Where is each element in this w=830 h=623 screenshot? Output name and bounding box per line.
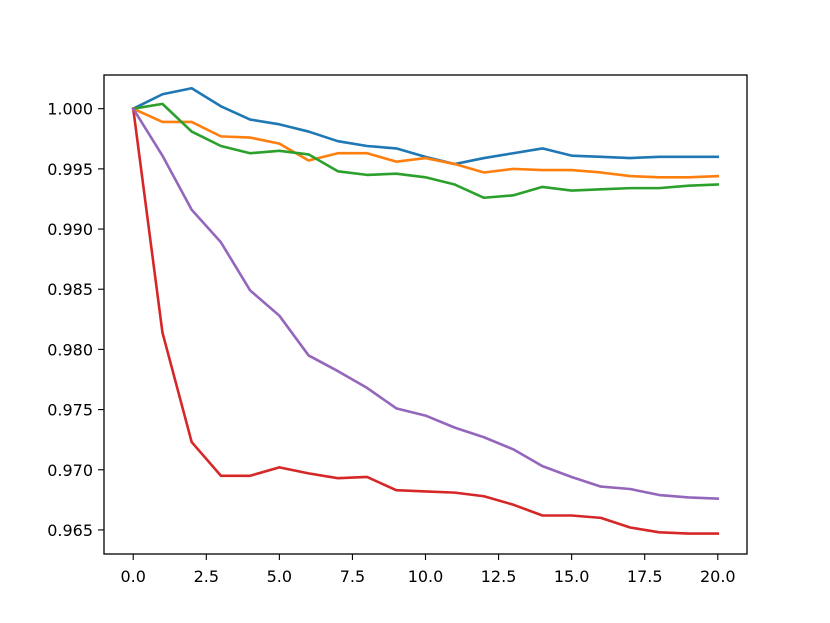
x-tick-label: 2.5 bbox=[194, 567, 219, 586]
x-tick-label: 10.0 bbox=[408, 567, 444, 586]
y-tick-label: 0.985 bbox=[47, 280, 93, 299]
y-tick-label: 0.965 bbox=[47, 521, 93, 540]
series-line-1 bbox=[131, 86, 720, 166]
y-tick-label: 0.970 bbox=[47, 461, 93, 480]
series-layer bbox=[131, 86, 720, 535]
y-tick-label: 0.975 bbox=[47, 401, 93, 420]
y-axis: 0.965 0.970 0.975 0.980 0.985 0.990 0.995 1.000 bbox=[47, 100, 104, 540]
x-tick-label: 20.0 bbox=[700, 567, 736, 586]
y-tick-label: 0.990 bbox=[47, 220, 93, 239]
x-tick-label: 17.5 bbox=[627, 567, 663, 586]
series-line-2 bbox=[131, 106, 720, 179]
x-tick-label: 5.0 bbox=[267, 567, 292, 586]
y-tick-label: 0.980 bbox=[47, 340, 93, 359]
series-line-5 bbox=[131, 106, 720, 500]
x-tick-label: 12.5 bbox=[481, 567, 517, 586]
y-tick-label: 1.000 bbox=[47, 100, 93, 119]
series-line-4 bbox=[131, 107, 720, 535]
series-line-3 bbox=[131, 102, 720, 200]
x-axis: 0.0 2.5 5.0 7.5 10.0 12.5 15.0 17.5 20.0 bbox=[121, 554, 736, 586]
y-tick-label: 0.995 bbox=[47, 160, 93, 179]
x-tick-label: 15.0 bbox=[554, 567, 590, 586]
plot-frame bbox=[103, 74, 748, 555]
x-tick-label: 0.0 bbox=[121, 567, 146, 586]
x-tick-label: 7.5 bbox=[340, 567, 365, 586]
